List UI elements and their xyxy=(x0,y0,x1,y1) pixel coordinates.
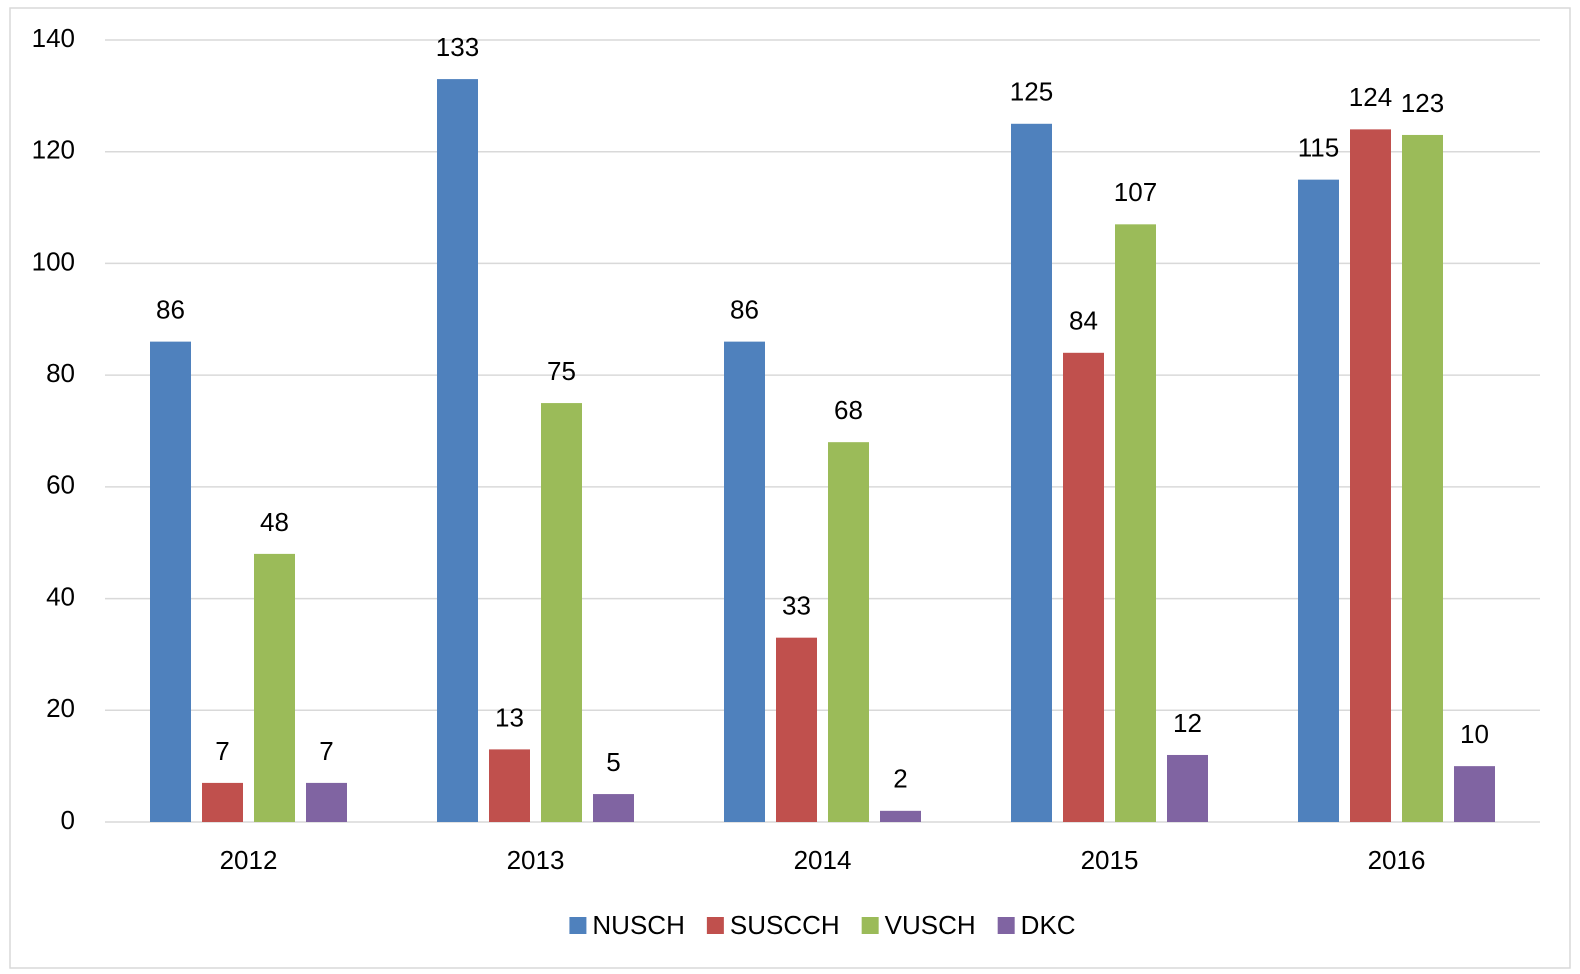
bar xyxy=(306,782,347,822)
bar xyxy=(828,442,869,822)
bar xyxy=(1167,754,1208,822)
data-label: 7 xyxy=(319,736,333,766)
data-label: 10 xyxy=(1460,719,1489,749)
x-tick-label: 2014 xyxy=(794,845,852,875)
data-label: 125 xyxy=(1010,77,1053,107)
data-label: 13 xyxy=(495,702,524,732)
bar xyxy=(541,403,582,822)
bar xyxy=(150,341,191,822)
data-label: 86 xyxy=(156,295,185,325)
x-tick-label: 2015 xyxy=(1081,845,1139,875)
bar xyxy=(1402,134,1443,822)
data-label: 86 xyxy=(730,295,759,325)
data-label: 115 xyxy=(1298,133,1339,163)
bar xyxy=(1454,766,1495,822)
data-label: 48 xyxy=(260,507,289,537)
x-tick-label: 2013 xyxy=(507,845,565,875)
data-label: 68 xyxy=(834,395,863,425)
x-tick-label: 2016 xyxy=(1368,845,1426,875)
bar xyxy=(1298,179,1339,823)
data-label: 2 xyxy=(893,764,907,794)
y-tick-label: 60 xyxy=(46,470,75,500)
data-label: 75 xyxy=(547,356,576,386)
bar xyxy=(202,782,243,822)
y-tick-label: 80 xyxy=(46,358,75,388)
y-tick-label: 40 xyxy=(46,581,75,611)
data-label: 84 xyxy=(1069,306,1098,336)
legend-swatch xyxy=(569,917,587,934)
bar xyxy=(724,341,765,822)
bar xyxy=(1115,224,1156,823)
bar xyxy=(437,79,478,823)
y-tick-label: 140 xyxy=(32,23,75,53)
legend-label: NUSCH xyxy=(592,910,684,940)
legend-swatch xyxy=(706,917,724,934)
legend-swatch xyxy=(861,917,879,934)
data-label: 124 xyxy=(1349,82,1392,112)
data-label: 33 xyxy=(782,591,811,621)
data-label: 5 xyxy=(606,747,620,777)
bar xyxy=(593,794,634,822)
data-label: 107 xyxy=(1114,177,1157,207)
bar xyxy=(1063,352,1104,822)
legend-label: DKC xyxy=(1021,910,1076,940)
bar xyxy=(1011,123,1052,823)
data-label: 133 xyxy=(436,32,479,62)
bar xyxy=(776,637,817,822)
y-tick-label: 120 xyxy=(32,135,75,165)
y-tick-label: 20 xyxy=(46,693,75,723)
bar xyxy=(880,810,921,822)
legend-swatch xyxy=(997,917,1015,934)
x-tick-label: 2012 xyxy=(220,845,278,875)
bar xyxy=(1350,129,1391,822)
y-tick-label: 100 xyxy=(32,246,75,276)
bar xyxy=(254,553,295,822)
legend-label: SUSCCH xyxy=(730,910,840,940)
data-label: 123 xyxy=(1401,88,1444,118)
legend-label: VUSCH xyxy=(885,910,976,940)
bar xyxy=(489,749,530,822)
y-tick-label: 0 xyxy=(61,805,75,835)
data-label: 12 xyxy=(1173,708,1202,738)
data-label: 7 xyxy=(215,736,229,766)
